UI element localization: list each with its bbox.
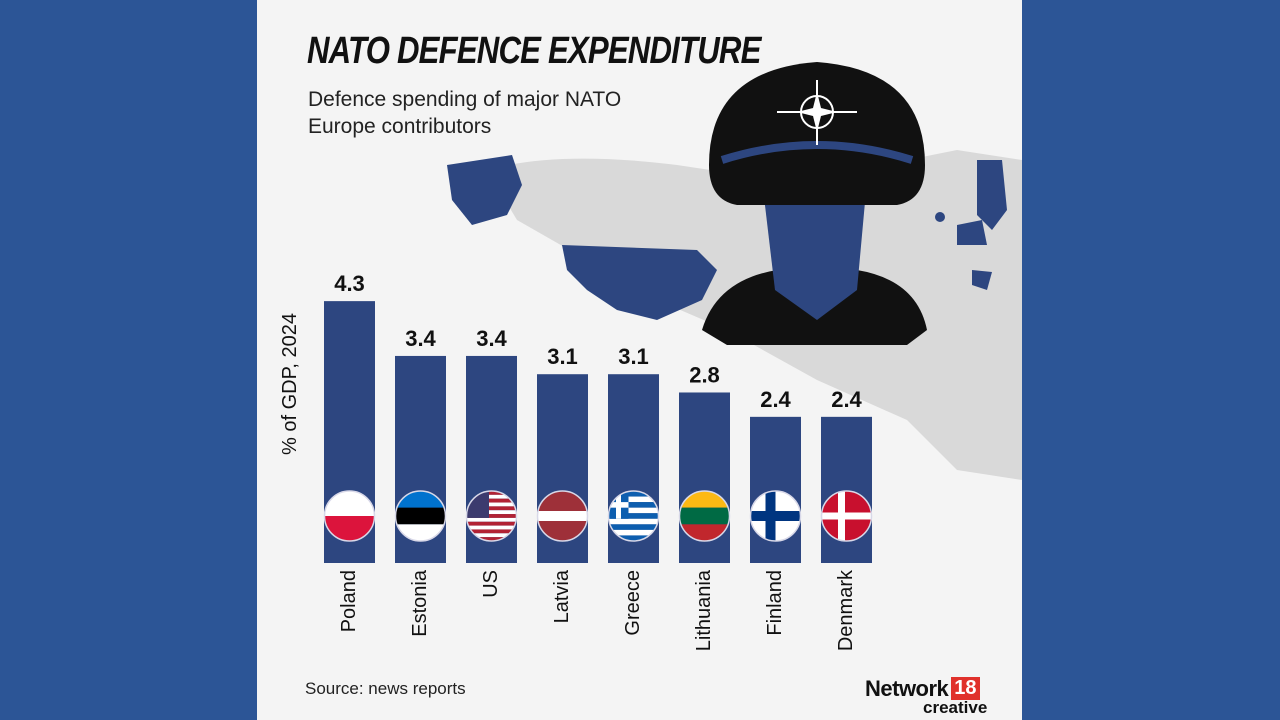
- world-map-illustration: [447, 62, 1022, 480]
- greece-shape: [972, 270, 992, 290]
- category-label: Denmark: [834, 570, 857, 652]
- category-label: Lithuania: [692, 570, 715, 652]
- data-label: 4.3: [334, 271, 365, 296]
- category-label: Estonia: [408, 570, 431, 637]
- logo-number: 18: [951, 677, 980, 700]
- bar-group-lithuania: 2.8: [678, 362, 731, 563]
- logo-sub: creative: [923, 698, 988, 717]
- us-flag-icon: [465, 490, 518, 542]
- data-label: 3.1: [618, 344, 649, 369]
- category-label: US: [479, 570, 502, 598]
- source-note: Source: news reports: [305, 679, 466, 698]
- network18-creative-logo: Network 18 creative: [865, 676, 987, 717]
- bar-group-us: 3.4: [465, 326, 518, 563]
- alaska-shape: [447, 155, 522, 225]
- bar-chart: 4.3 3.4 3.4 3.1 3.1 2.8 2.4 2.4: [323, 271, 873, 563]
- lithuania-flag-icon: [678, 490, 731, 542]
- infographic-panel: NATO DEFENCE EXPENDITURE Defence spendin…: [257, 0, 1022, 720]
- data-label: 2.8: [689, 362, 720, 387]
- category-label: Latvia: [550, 570, 573, 624]
- data-label: 3.4: [405, 326, 436, 351]
- category-label: Finland: [763, 570, 786, 636]
- finland-shape: [977, 160, 1007, 230]
- chart-title: NATO DEFENCE EXPENDITURE: [307, 30, 761, 72]
- bar-group-finland: 2.4: [749, 387, 802, 563]
- bar-group-latvia: 3.1: [536, 344, 589, 563]
- greece-flag-icon: [607, 490, 660, 542]
- usa-shape: [562, 245, 717, 320]
- category-label: Poland: [337, 570, 360, 633]
- poland-flag-icon: [323, 490, 376, 542]
- denmark-flag-icon: [820, 490, 873, 542]
- finland-flag-icon: [749, 490, 802, 542]
- category-label: Greece: [621, 570, 644, 636]
- latvia-flag-icon: [536, 490, 589, 542]
- data-label: 2.4: [760, 387, 791, 412]
- poland-shape: [957, 220, 987, 245]
- bar-group-greece: 3.1: [607, 344, 660, 563]
- bar-group-denmark: 2.4: [820, 387, 873, 563]
- chart-subtitle: Defence spending of major NATO Europe co…: [308, 88, 622, 138]
- data-label: 2.4: [831, 387, 862, 412]
- logo-name: Network: [865, 676, 949, 701]
- data-label: 3.4: [476, 326, 507, 351]
- bar-group-poland: 4.3: [323, 271, 376, 563]
- data-label: 3.1: [547, 344, 578, 369]
- estonia-flag-icon: [394, 490, 447, 542]
- soldier-helmet-illustration: [702, 62, 927, 345]
- bar-group-estonia: 3.4: [394, 326, 447, 563]
